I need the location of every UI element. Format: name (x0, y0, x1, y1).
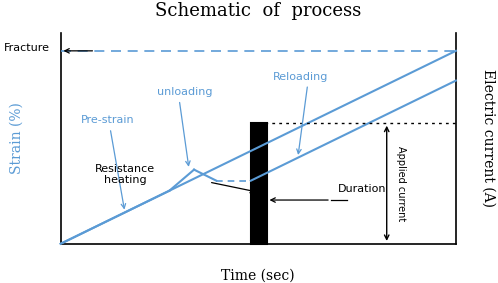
Text: Fracture: Fracture (4, 43, 50, 53)
Text: Duration: Duration (338, 184, 387, 194)
Text: Electric current (A): Electric current (A) (481, 69, 495, 207)
Text: Strain (%): Strain (%) (9, 102, 23, 174)
Text: Time (sec): Time (sec) (222, 268, 295, 282)
Text: Reloading: Reloading (273, 72, 329, 82)
Text: Pre-strain: Pre-strain (81, 115, 134, 125)
Bar (251, 123, 266, 244)
Text: Schematic  of  process: Schematic of process (155, 2, 362, 20)
Text: unloading: unloading (157, 87, 213, 97)
Text: Resistance
heating: Resistance heating (95, 164, 155, 185)
Text: Applied current: Applied current (395, 146, 405, 221)
